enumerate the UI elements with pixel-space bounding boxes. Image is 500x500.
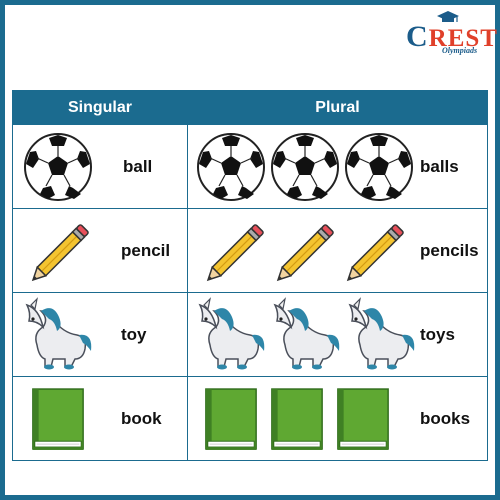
ball-icon [344,132,414,202]
table-row: book books [12,376,488,461]
toy-unicorn-icon [342,297,417,372]
ball-icon [196,132,266,202]
singular-cell: toy [12,292,188,377]
pencil-icon [27,216,97,286]
pencil-icon [202,216,272,286]
plural-cell: balls [187,124,488,209]
plural-cell: books [187,376,488,461]
table-row: ball balls [12,124,488,209]
pencil-icon [342,216,412,286]
graduation-cap-icon [437,11,459,22]
book-icon [202,385,260,453]
plural-word: books [420,408,471,428]
singular-word: toy [121,324,147,344]
singular-cell: book [12,376,188,461]
plural-cell: toys [187,292,488,377]
singular-word: ball [123,156,153,176]
plural-word: pencils [420,240,479,260]
book-icon [29,385,87,453]
logo-subtitle: Olympiads [442,46,478,55]
pencil-icon [272,216,342,286]
book-icon [268,385,326,453]
toy-unicorn-icon [192,297,267,372]
logo-letter-c: C [406,20,429,53]
singular-cell: ball [12,124,188,209]
ball-icon [23,132,93,202]
crest-logo: CREST Olympiads [406,10,497,56]
singular-cell: pencil [12,208,188,293]
toy-unicorn-icon [19,297,94,372]
logo-wordmark: CREST [406,20,498,54]
ball-icon [270,132,340,202]
plural-word: toys [420,324,455,344]
singular-word: book [121,408,162,428]
toy-unicorn-icon [267,297,342,372]
table-row: pencil pencils [12,208,488,293]
book-icon [334,385,392,453]
header-plural: Plural [187,90,488,125]
table-header-row: Singular Plural [12,90,488,125]
table-row: toy toys [12,292,488,377]
singular-word: pencil [121,240,171,260]
singular-plural-table: Singular Plural ball balls [12,90,488,461]
plural-word: balls [420,156,459,176]
logo-text: REST [428,25,498,52]
plural-cell: pencils [187,208,488,293]
header-singular: Singular [12,90,188,125]
